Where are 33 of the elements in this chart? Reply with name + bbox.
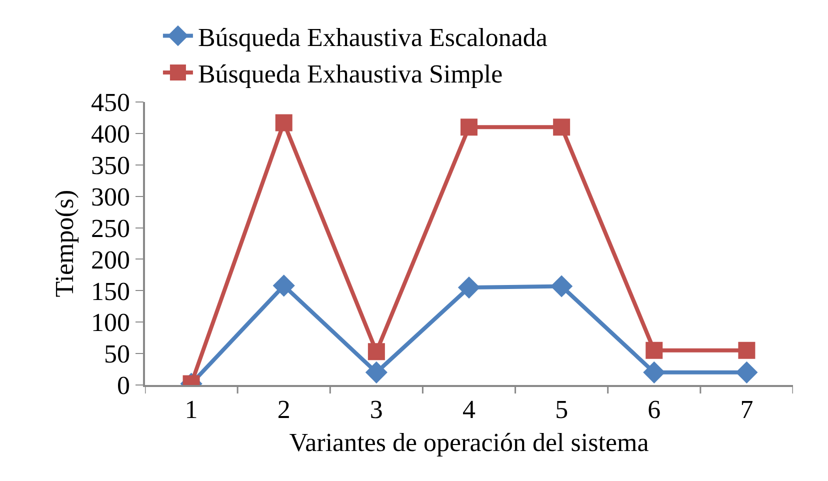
point [458,276,480,299]
y-tick-label: 250 [91,214,130,243]
point [275,114,292,132]
point [646,342,663,359]
y-tick-label: 350 [91,150,130,180]
point [550,275,573,298]
legend-label: Búsqueda Exhaustiva Escalonada [198,22,548,52]
x-tick-label: 2 [277,394,290,424]
y-tick-label: 200 [91,245,130,274]
x-tick-label: 1 [184,394,198,424]
y-tick-label: 400 [91,120,130,149]
point [460,118,478,136]
x-tick-label: 4 [462,394,476,424]
point [738,342,756,359]
point [368,343,385,360]
y-tick-label: 50 [104,340,130,369]
point [365,361,388,384]
x-tick-label: 5 [555,394,568,424]
point [643,361,666,384]
y-tick-label: 300 [91,182,130,212]
point [736,361,758,384]
y-axis-title: Tiempo(s) [50,190,79,298]
x-axis-title: Variantes de operación del sistema [289,428,650,458]
legend-label: Búsqueda Exhaustiva Simple [198,60,503,89]
y-tick-label: 450 [91,88,130,118]
point [272,274,295,297]
y-tick-label: 0 [117,371,130,400]
x-tick-label: 7 [740,394,754,424]
y-tick-label: 150 [91,276,130,306]
y-tick-label: 100 [91,308,130,338]
point [553,118,570,136]
x-tick-label: 3 [370,394,383,424]
x-tick-label: 6 [648,394,661,424]
